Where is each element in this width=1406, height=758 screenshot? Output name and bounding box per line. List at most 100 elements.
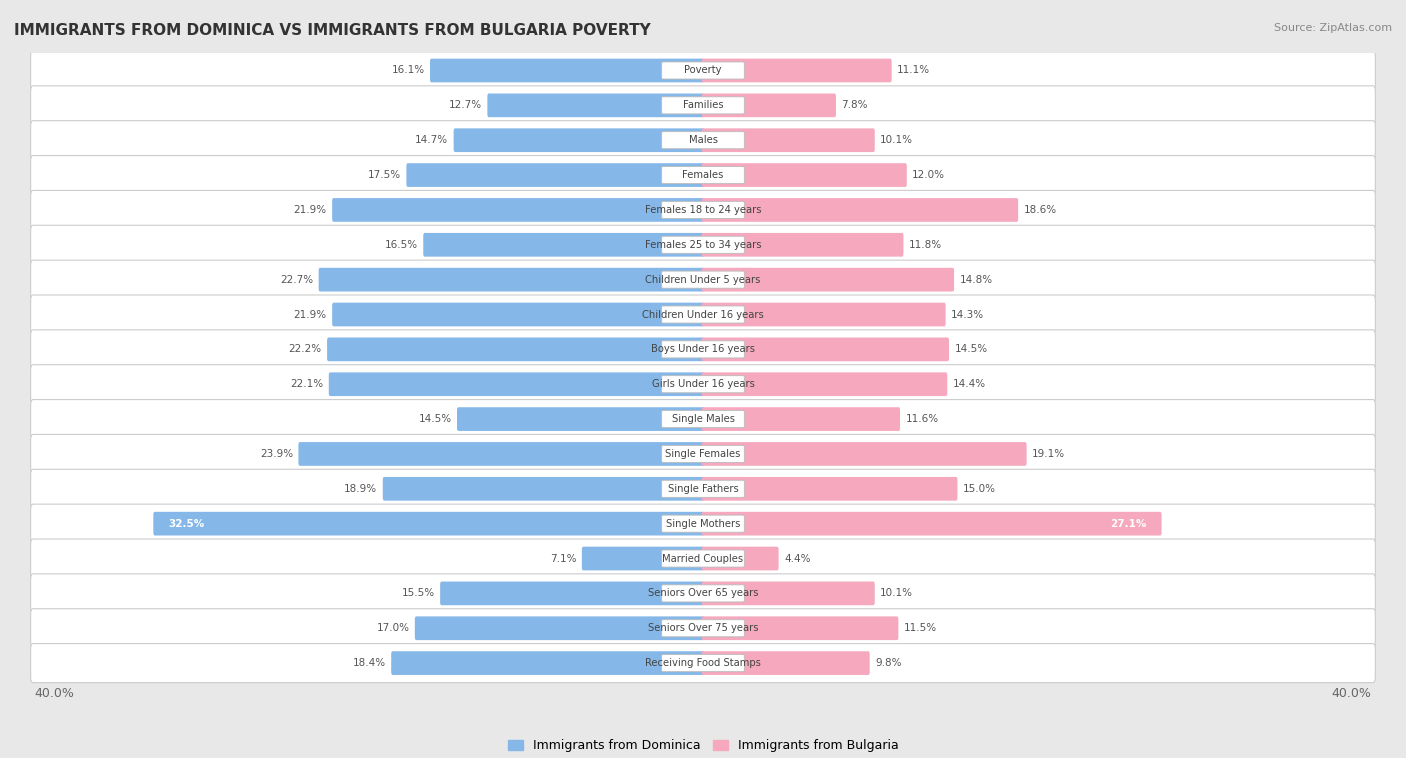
FancyBboxPatch shape bbox=[31, 260, 1375, 299]
Text: 14.5%: 14.5% bbox=[419, 414, 451, 424]
Text: 11.8%: 11.8% bbox=[908, 240, 942, 250]
Legend: Immigrants from Dominica, Immigrants from Bulgaria: Immigrants from Dominica, Immigrants fro… bbox=[502, 735, 904, 757]
FancyBboxPatch shape bbox=[662, 411, 744, 428]
Text: Girls Under 16 years: Girls Under 16 years bbox=[651, 379, 755, 389]
Text: 4.4%: 4.4% bbox=[785, 553, 810, 563]
FancyBboxPatch shape bbox=[153, 512, 704, 535]
FancyBboxPatch shape bbox=[662, 620, 744, 637]
FancyBboxPatch shape bbox=[662, 550, 744, 567]
FancyBboxPatch shape bbox=[31, 399, 1375, 439]
FancyBboxPatch shape bbox=[406, 163, 704, 187]
Text: 14.5%: 14.5% bbox=[955, 344, 987, 355]
FancyBboxPatch shape bbox=[702, 651, 870, 675]
Text: 12.7%: 12.7% bbox=[449, 100, 482, 111]
FancyBboxPatch shape bbox=[328, 337, 704, 362]
FancyBboxPatch shape bbox=[702, 93, 837, 117]
Text: 23.9%: 23.9% bbox=[260, 449, 292, 459]
Text: 12.0%: 12.0% bbox=[912, 170, 945, 180]
FancyBboxPatch shape bbox=[31, 469, 1375, 509]
Text: 18.9%: 18.9% bbox=[344, 484, 377, 493]
Text: 16.1%: 16.1% bbox=[391, 65, 425, 76]
Text: 11.5%: 11.5% bbox=[904, 623, 936, 633]
FancyBboxPatch shape bbox=[662, 306, 744, 323]
FancyBboxPatch shape bbox=[662, 236, 744, 253]
FancyBboxPatch shape bbox=[298, 442, 704, 466]
FancyBboxPatch shape bbox=[582, 547, 704, 570]
Text: 9.8%: 9.8% bbox=[875, 658, 901, 668]
Text: Single Fathers: Single Fathers bbox=[668, 484, 738, 493]
FancyBboxPatch shape bbox=[662, 132, 744, 149]
FancyBboxPatch shape bbox=[662, 271, 744, 288]
FancyBboxPatch shape bbox=[488, 93, 704, 117]
Text: Seniors Over 75 years: Seniors Over 75 years bbox=[648, 623, 758, 633]
FancyBboxPatch shape bbox=[440, 581, 704, 605]
FancyBboxPatch shape bbox=[702, 616, 898, 640]
Text: Boys Under 16 years: Boys Under 16 years bbox=[651, 344, 755, 355]
Text: Single Mothers: Single Mothers bbox=[666, 518, 740, 528]
Text: 40.0%: 40.0% bbox=[1331, 688, 1371, 700]
FancyBboxPatch shape bbox=[662, 376, 744, 393]
Text: 16.5%: 16.5% bbox=[385, 240, 418, 250]
Text: Families: Families bbox=[683, 100, 723, 111]
FancyBboxPatch shape bbox=[702, 233, 904, 257]
FancyBboxPatch shape bbox=[454, 128, 704, 152]
Text: 18.6%: 18.6% bbox=[1024, 205, 1057, 215]
FancyBboxPatch shape bbox=[430, 58, 704, 83]
Text: 22.1%: 22.1% bbox=[290, 379, 323, 389]
FancyBboxPatch shape bbox=[702, 581, 875, 605]
Text: Children Under 16 years: Children Under 16 years bbox=[643, 309, 763, 320]
FancyBboxPatch shape bbox=[332, 198, 704, 222]
Text: 11.6%: 11.6% bbox=[905, 414, 939, 424]
Text: 32.5%: 32.5% bbox=[169, 518, 204, 528]
FancyBboxPatch shape bbox=[332, 302, 704, 327]
Text: Receiving Food Stamps: Receiving Food Stamps bbox=[645, 658, 761, 668]
FancyBboxPatch shape bbox=[31, 121, 1375, 160]
FancyBboxPatch shape bbox=[423, 233, 704, 257]
FancyBboxPatch shape bbox=[31, 504, 1375, 543]
FancyBboxPatch shape bbox=[662, 97, 744, 114]
FancyBboxPatch shape bbox=[415, 616, 704, 640]
FancyBboxPatch shape bbox=[662, 341, 744, 358]
Text: Females 18 to 24 years: Females 18 to 24 years bbox=[645, 205, 761, 215]
FancyBboxPatch shape bbox=[702, 547, 779, 570]
Text: Females: Females bbox=[682, 170, 724, 180]
FancyBboxPatch shape bbox=[662, 167, 744, 183]
FancyBboxPatch shape bbox=[702, 372, 948, 396]
FancyBboxPatch shape bbox=[702, 128, 875, 152]
Text: 7.1%: 7.1% bbox=[550, 553, 576, 563]
Text: 22.7%: 22.7% bbox=[280, 274, 314, 285]
FancyBboxPatch shape bbox=[662, 585, 744, 602]
Text: 7.8%: 7.8% bbox=[841, 100, 868, 111]
FancyBboxPatch shape bbox=[31, 574, 1375, 613]
FancyBboxPatch shape bbox=[702, 337, 949, 362]
FancyBboxPatch shape bbox=[31, 539, 1375, 578]
FancyBboxPatch shape bbox=[31, 51, 1375, 90]
Text: 19.1%: 19.1% bbox=[1032, 449, 1066, 459]
Text: 15.0%: 15.0% bbox=[963, 484, 995, 493]
FancyBboxPatch shape bbox=[31, 644, 1375, 683]
Text: 17.5%: 17.5% bbox=[368, 170, 401, 180]
FancyBboxPatch shape bbox=[662, 515, 744, 532]
Text: 15.5%: 15.5% bbox=[402, 588, 434, 598]
Text: 22.2%: 22.2% bbox=[288, 344, 322, 355]
Text: 27.1%: 27.1% bbox=[1111, 518, 1147, 528]
Text: IMMIGRANTS FROM DOMINICA VS IMMIGRANTS FROM BULGARIA POVERTY: IMMIGRANTS FROM DOMINICA VS IMMIGRANTS F… bbox=[14, 23, 651, 38]
FancyBboxPatch shape bbox=[31, 295, 1375, 334]
FancyBboxPatch shape bbox=[702, 442, 1026, 466]
FancyBboxPatch shape bbox=[702, 58, 891, 83]
Text: Females 25 to 34 years: Females 25 to 34 years bbox=[645, 240, 761, 250]
FancyBboxPatch shape bbox=[702, 512, 1161, 535]
FancyBboxPatch shape bbox=[702, 477, 957, 501]
FancyBboxPatch shape bbox=[329, 372, 704, 396]
FancyBboxPatch shape bbox=[319, 268, 704, 292]
Text: 14.4%: 14.4% bbox=[953, 379, 986, 389]
FancyBboxPatch shape bbox=[382, 477, 704, 501]
Text: Poverty: Poverty bbox=[685, 65, 721, 76]
Text: 14.7%: 14.7% bbox=[415, 135, 449, 146]
FancyBboxPatch shape bbox=[391, 651, 704, 675]
FancyBboxPatch shape bbox=[31, 155, 1375, 195]
FancyBboxPatch shape bbox=[31, 190, 1375, 230]
Text: Single Females: Single Females bbox=[665, 449, 741, 459]
Text: 17.0%: 17.0% bbox=[377, 623, 409, 633]
Text: 10.1%: 10.1% bbox=[880, 135, 912, 146]
